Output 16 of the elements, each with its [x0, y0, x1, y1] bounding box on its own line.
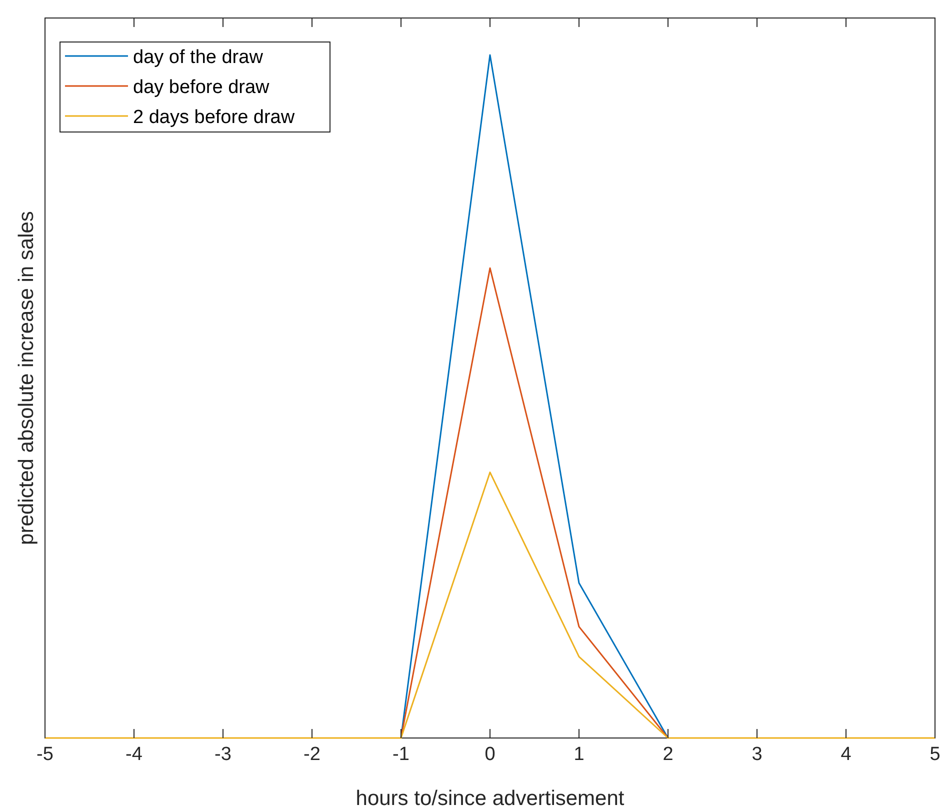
x-tick-label: -1	[392, 744, 410, 765]
x-tick-label: 1	[574, 744, 584, 765]
x-tick-label: -4	[126, 744, 143, 765]
x-tick-label: 0	[484, 744, 496, 765]
x-tick-label: -3	[214, 744, 232, 765]
x-tick-label: 2	[662, 744, 674, 765]
x-tick-label: -5	[36, 744, 54, 765]
x-tick-label: 3	[752, 744, 762, 765]
x-axis-title: hours to/since advertisement	[356, 787, 624, 810]
x-tick-label: 5	[930, 744, 940, 765]
x-tick-label: 4	[840, 744, 852, 765]
y-axis-title: predicted absolute increase in sales	[15, 211, 38, 545]
legend-label: day of the draw	[133, 47, 264, 68]
legend-label: day before draw	[133, 77, 270, 98]
legend-label: 2 days before draw	[133, 107, 295, 128]
x-tick-label: -2	[304, 744, 320, 765]
